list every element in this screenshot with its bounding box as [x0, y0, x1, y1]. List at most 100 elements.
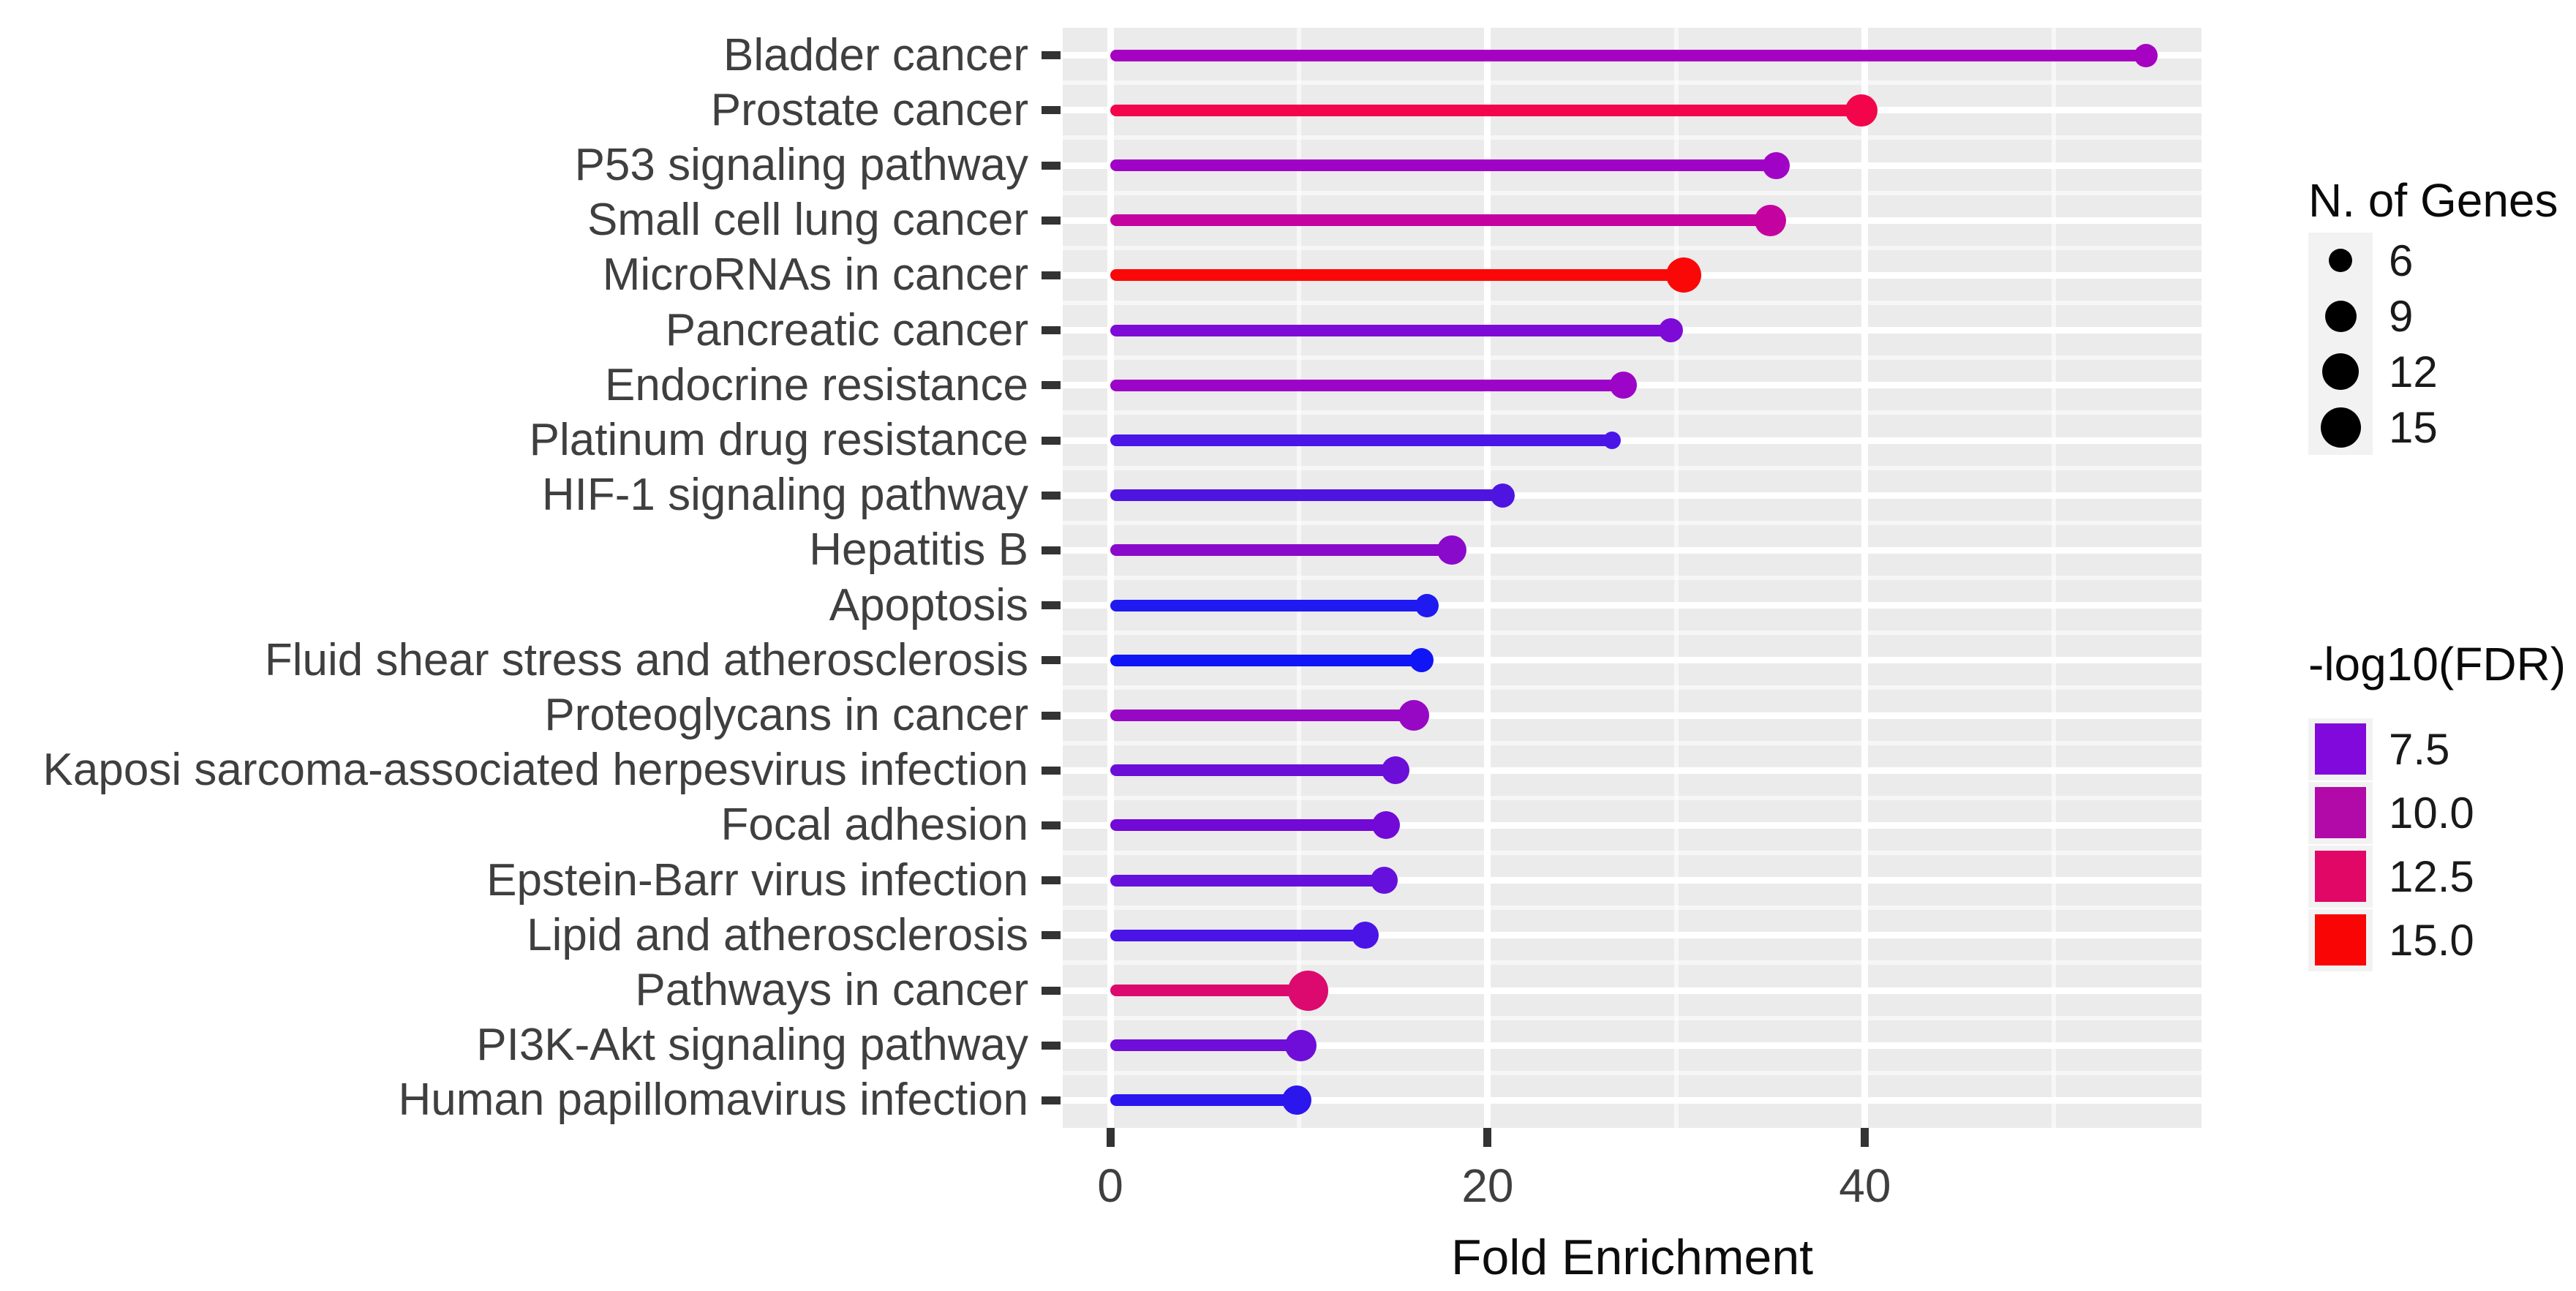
lollipop-dot: [1436, 535, 1466, 565]
size-legend-dot-icon: [2324, 300, 2357, 332]
lollipop-stem: [1110, 489, 1503, 502]
lollipop-dot: [1370, 867, 1398, 895]
y-minor-gridline: [1063, 685, 2202, 690]
y-axis-tick: [1042, 491, 1061, 500]
lollipop-stem: [1110, 269, 1684, 282]
lollipop-stem: [1110, 819, 1386, 832]
y-axis-tick: [1042, 546, 1061, 554]
size-legend-label: 12: [2389, 347, 2438, 396]
y-major-gridline: [1063, 877, 2202, 884]
lollipop-stem: [1110, 49, 2147, 61]
lollipop-stem: [1110, 104, 1861, 116]
y-minor-gridline: [1063, 795, 2202, 800]
y-axis-label: HIF-1 signaling pathway: [541, 470, 1028, 521]
y-axis-label: Platinum drug resistance: [529, 415, 1028, 465]
size-legend-dot-icon: [2329, 249, 2352, 272]
color-legend-title: -log10(FDR): [2308, 638, 2566, 690]
y-axis-tick: [1042, 1096, 1061, 1104]
lollipop-stem: [1110, 1094, 1298, 1107]
y-major-gridline: [1063, 492, 2202, 499]
y-major-gridline: [1063, 1042, 2202, 1049]
y-axis-label: Proteoglycans in cancer: [544, 690, 1028, 740]
lollipop-dot: [1398, 700, 1430, 731]
y-minor-gridline: [1063, 851, 2202, 855]
lollipop-dot: [1282, 1085, 1312, 1115]
x-axis-tick: [1483, 1128, 1492, 1147]
y-major-gridline: [1063, 437, 2202, 444]
lollipop-dot: [1409, 648, 1434, 673]
lollipop-dot: [1351, 922, 1379, 949]
lollipop-stem: [1110, 985, 1308, 996]
lollipop-dot: [1755, 204, 1787, 236]
y-axis-tick: [1042, 656, 1061, 665]
y-minor-gridline: [1063, 520, 2202, 525]
y-major-gridline: [1063, 932, 2202, 939]
y-minor-gridline: [1063, 1015, 2202, 1020]
size-legend-label: 15: [2389, 402, 2438, 452]
y-axis-tick: [1042, 766, 1061, 775]
y-major-gridline: [1063, 821, 2202, 829]
y-axis-tick: [1042, 876, 1061, 885]
lollipop-stem: [1110, 159, 1777, 171]
y-minor-gridline: [1063, 576, 2202, 580]
x-axis-tick: [1106, 1128, 1115, 1147]
lollipop-dot: [1610, 372, 1638, 399]
y-axis-label: Small cell lung cancer: [587, 195, 1028, 246]
x-axis-title: Fold Enrichment: [1450, 1230, 1814, 1285]
y-axis-tick: [1042, 986, 1061, 995]
y-axis-label: Endocrine resistance: [605, 359, 1028, 410]
lollipop-dot: [1763, 151, 1790, 179]
y-minor-gridline: [1063, 410, 2202, 415]
lollipop-stem: [1110, 929, 1366, 941]
y-axis-tick: [1042, 326, 1061, 335]
color-legend-swatch: [2315, 723, 2366, 775]
size-legend-label: 9: [2389, 291, 2414, 341]
lollipop-stem: [1110, 324, 1671, 336]
y-minor-gridline: [1063, 1070, 2202, 1075]
x-axis-tick-label: 40: [1839, 1159, 1891, 1212]
plot-panel: [1063, 28, 2202, 1128]
lollipop-stem: [1110, 1039, 1301, 1052]
y-axis-label: P53 signaling pathway: [574, 140, 1028, 190]
y-axis-tick: [1042, 931, 1061, 940]
y-major-gridline: [1063, 712, 2202, 719]
y-axis-label: Kaposi sarcoma-associated herpesvirus in…: [42, 745, 1028, 796]
color-legend-label: 15.0: [2389, 916, 2474, 965]
lollipop-stem: [1110, 379, 1624, 391]
y-minor-gridline: [1063, 245, 2202, 250]
lollipop-dot: [1285, 1029, 1317, 1061]
y-major-gridline: [1063, 546, 2202, 554]
lollipop-stem: [1110, 764, 1396, 777]
lollipop-dot: [1666, 257, 1702, 293]
y-minor-gridline: [1063, 355, 2202, 361]
size-legend-title: N. of Genes: [2308, 174, 2558, 227]
y-axis-tick: [1042, 436, 1061, 445]
y-axis-tick: [1042, 216, 1061, 225]
y-axis-tick: [1042, 106, 1061, 115]
lollipop-dot: [1381, 756, 1409, 785]
y-major-gridline: [1063, 767, 2202, 774]
y-axis-label: Bladder cancer: [723, 29, 1028, 80]
y-axis-tick: [1042, 271, 1061, 279]
lollipop-stem: [1110, 654, 1422, 666]
y-axis-tick: [1042, 711, 1061, 720]
y-major-gridline: [1063, 657, 2202, 664]
y-minor-gridline: [1063, 301, 2202, 305]
y-axis-label: Pancreatic cancer: [665, 304, 1028, 355]
y-axis-label: Pathways in cancer: [635, 965, 1028, 1015]
color-legend-label: 12.5: [2389, 852, 2474, 901]
size-legend-dot-icon: [2322, 353, 2359, 390]
y-axis-tick: [1042, 51, 1061, 60]
size-legend-dot-icon: [2320, 407, 2361, 448]
color-legend-label: 10.0: [2389, 788, 2474, 838]
lollipop-stem: [1110, 214, 1771, 227]
y-axis-tick: [1042, 161, 1061, 170]
lollipop-dot: [1658, 318, 1683, 343]
lollipop-dot: [1491, 483, 1515, 508]
x-axis-tick-label: 0: [1097, 1159, 1123, 1212]
lollipop-dot: [2134, 43, 2158, 67]
y-axis-label: Fluid shear stress and atherosclerosis: [264, 634, 1028, 685]
y-axis-tick: [1042, 821, 1061, 829]
y-minor-gridline: [1063, 740, 2202, 745]
